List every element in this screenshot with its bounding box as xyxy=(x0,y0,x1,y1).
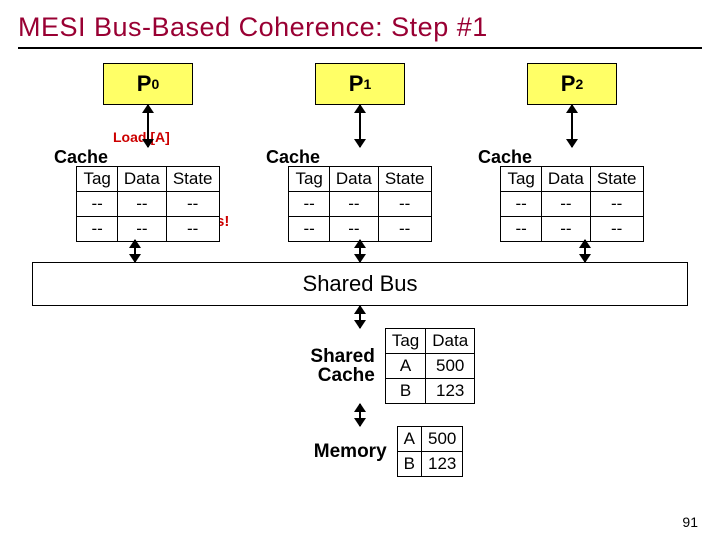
arrow-v-icon xyxy=(134,240,136,262)
cache-table-2: Tag Data State -- -- -- -- -- -- xyxy=(500,166,643,242)
shared-bus: Shared Bus xyxy=(32,262,688,306)
cell: B xyxy=(397,452,421,477)
table-row: B 123 xyxy=(397,452,463,477)
cell: -- xyxy=(501,192,541,217)
shared-cache-row: Shared Cache Tag Data A 500 B 123 xyxy=(245,328,475,404)
processor-row: Load [A] Miss! P0 Cache Tag Data State -… xyxy=(18,63,702,242)
th-data: Data xyxy=(117,167,166,192)
proc-col-1: P1 Cache Tag Data State -- -- -- -- -- -… xyxy=(260,63,460,242)
arrow-p2-cache xyxy=(571,105,573,147)
cell: A xyxy=(385,354,425,379)
proc-p2: P2 xyxy=(527,63,617,105)
page-number: 91 xyxy=(682,514,698,530)
arrow-p0-cache xyxy=(147,105,149,147)
cell: -- xyxy=(166,217,219,242)
table-row: -- -- -- xyxy=(77,192,219,217)
table-row: -- -- -- xyxy=(77,217,219,242)
bus-wrap: Shared Bus xyxy=(32,262,688,306)
proc-p0: P0 xyxy=(103,63,193,105)
arrow-v-icon xyxy=(584,240,586,262)
th-data: Data xyxy=(541,167,590,192)
cell: -- xyxy=(117,192,166,217)
cell: -- xyxy=(289,217,329,242)
shared-cache-label-l1: Shared xyxy=(310,346,374,367)
cell: -- xyxy=(590,217,643,242)
under-col xyxy=(359,306,361,328)
th-tag: Tag xyxy=(385,329,425,354)
shared-cache-label-l2: Cache xyxy=(318,365,375,386)
th-state: State xyxy=(590,167,643,192)
shared-cache-table: Tag Data A 500 B 123 xyxy=(385,328,475,404)
arrow-p1-cache xyxy=(359,105,361,147)
table-row: B 123 xyxy=(385,379,474,404)
th-state: State xyxy=(378,167,431,192)
cache-table-0: Tag Data State -- -- -- -- -- -- xyxy=(76,166,219,242)
arrow-v-icon xyxy=(359,240,361,262)
proc-p1: P1 xyxy=(315,63,405,105)
cell: -- xyxy=(117,217,166,242)
proc-p2-name: P xyxy=(561,71,576,97)
memory-table: A 500 B 123 xyxy=(397,426,464,477)
cell: -- xyxy=(77,217,117,242)
memory-label: Memory xyxy=(257,441,387,463)
cache-table-1: Tag Data State -- -- -- -- -- -- xyxy=(288,166,431,242)
cell: -- xyxy=(590,192,643,217)
cell: -- xyxy=(166,192,219,217)
cell: 500 xyxy=(421,427,462,452)
proc-col-0: P0 Cache Tag Data State -- -- -- -- -- -… xyxy=(48,63,248,242)
arrow-scache-mem xyxy=(359,404,361,426)
cell: 123 xyxy=(426,379,475,404)
cell: 123 xyxy=(421,452,462,477)
cell: -- xyxy=(541,217,590,242)
cell: -- xyxy=(77,192,117,217)
proc-p1-name: P xyxy=(349,71,364,97)
table-row: -- -- -- xyxy=(289,217,431,242)
table-row: -- -- -- xyxy=(501,192,643,217)
th-tag: Tag xyxy=(77,167,117,192)
cell: -- xyxy=(378,217,431,242)
slide-title: MESI Bus-Based Coherence: Step #1 xyxy=(18,12,702,49)
cell: A xyxy=(397,427,421,452)
cache-label-0: Cache xyxy=(54,147,108,168)
cell: -- xyxy=(329,192,378,217)
table-row: A 500 xyxy=(397,427,463,452)
arrows-cache-bus xyxy=(18,240,702,262)
cache-label-1: Cache xyxy=(266,147,320,168)
memory-row: Memory A 500 B 123 xyxy=(257,426,464,477)
cell: -- xyxy=(329,217,378,242)
under-col xyxy=(359,404,361,426)
table-row: A 500 xyxy=(385,354,474,379)
shared-cache-label: Shared Cache xyxy=(245,347,375,385)
cell: -- xyxy=(289,192,329,217)
proc-p1-idx: 1 xyxy=(363,76,371,92)
proc-p2-idx: 2 xyxy=(575,76,583,92)
th-state: State xyxy=(166,167,219,192)
cell: B xyxy=(385,379,425,404)
cell: -- xyxy=(501,217,541,242)
cache-label-2: Cache xyxy=(478,147,532,168)
proc-col-2: P2 Cache Tag Data State -- -- -- -- -- -… xyxy=(472,63,672,242)
table-row: -- -- -- xyxy=(501,217,643,242)
cell: -- xyxy=(378,192,431,217)
below-bus: Shared Cache Tag Data A 500 B 123 Memory… xyxy=(18,306,702,477)
proc-p0-idx: 0 xyxy=(151,76,159,92)
proc-p0-name: P xyxy=(137,71,152,97)
th-data: Data xyxy=(426,329,475,354)
cell: 500 xyxy=(426,354,475,379)
th-tag: Tag xyxy=(289,167,329,192)
arrow-bus-scache xyxy=(359,306,361,328)
th-data: Data xyxy=(329,167,378,192)
table-row: -- -- -- xyxy=(289,192,431,217)
cell: -- xyxy=(541,192,590,217)
th-tag: Tag xyxy=(501,167,541,192)
